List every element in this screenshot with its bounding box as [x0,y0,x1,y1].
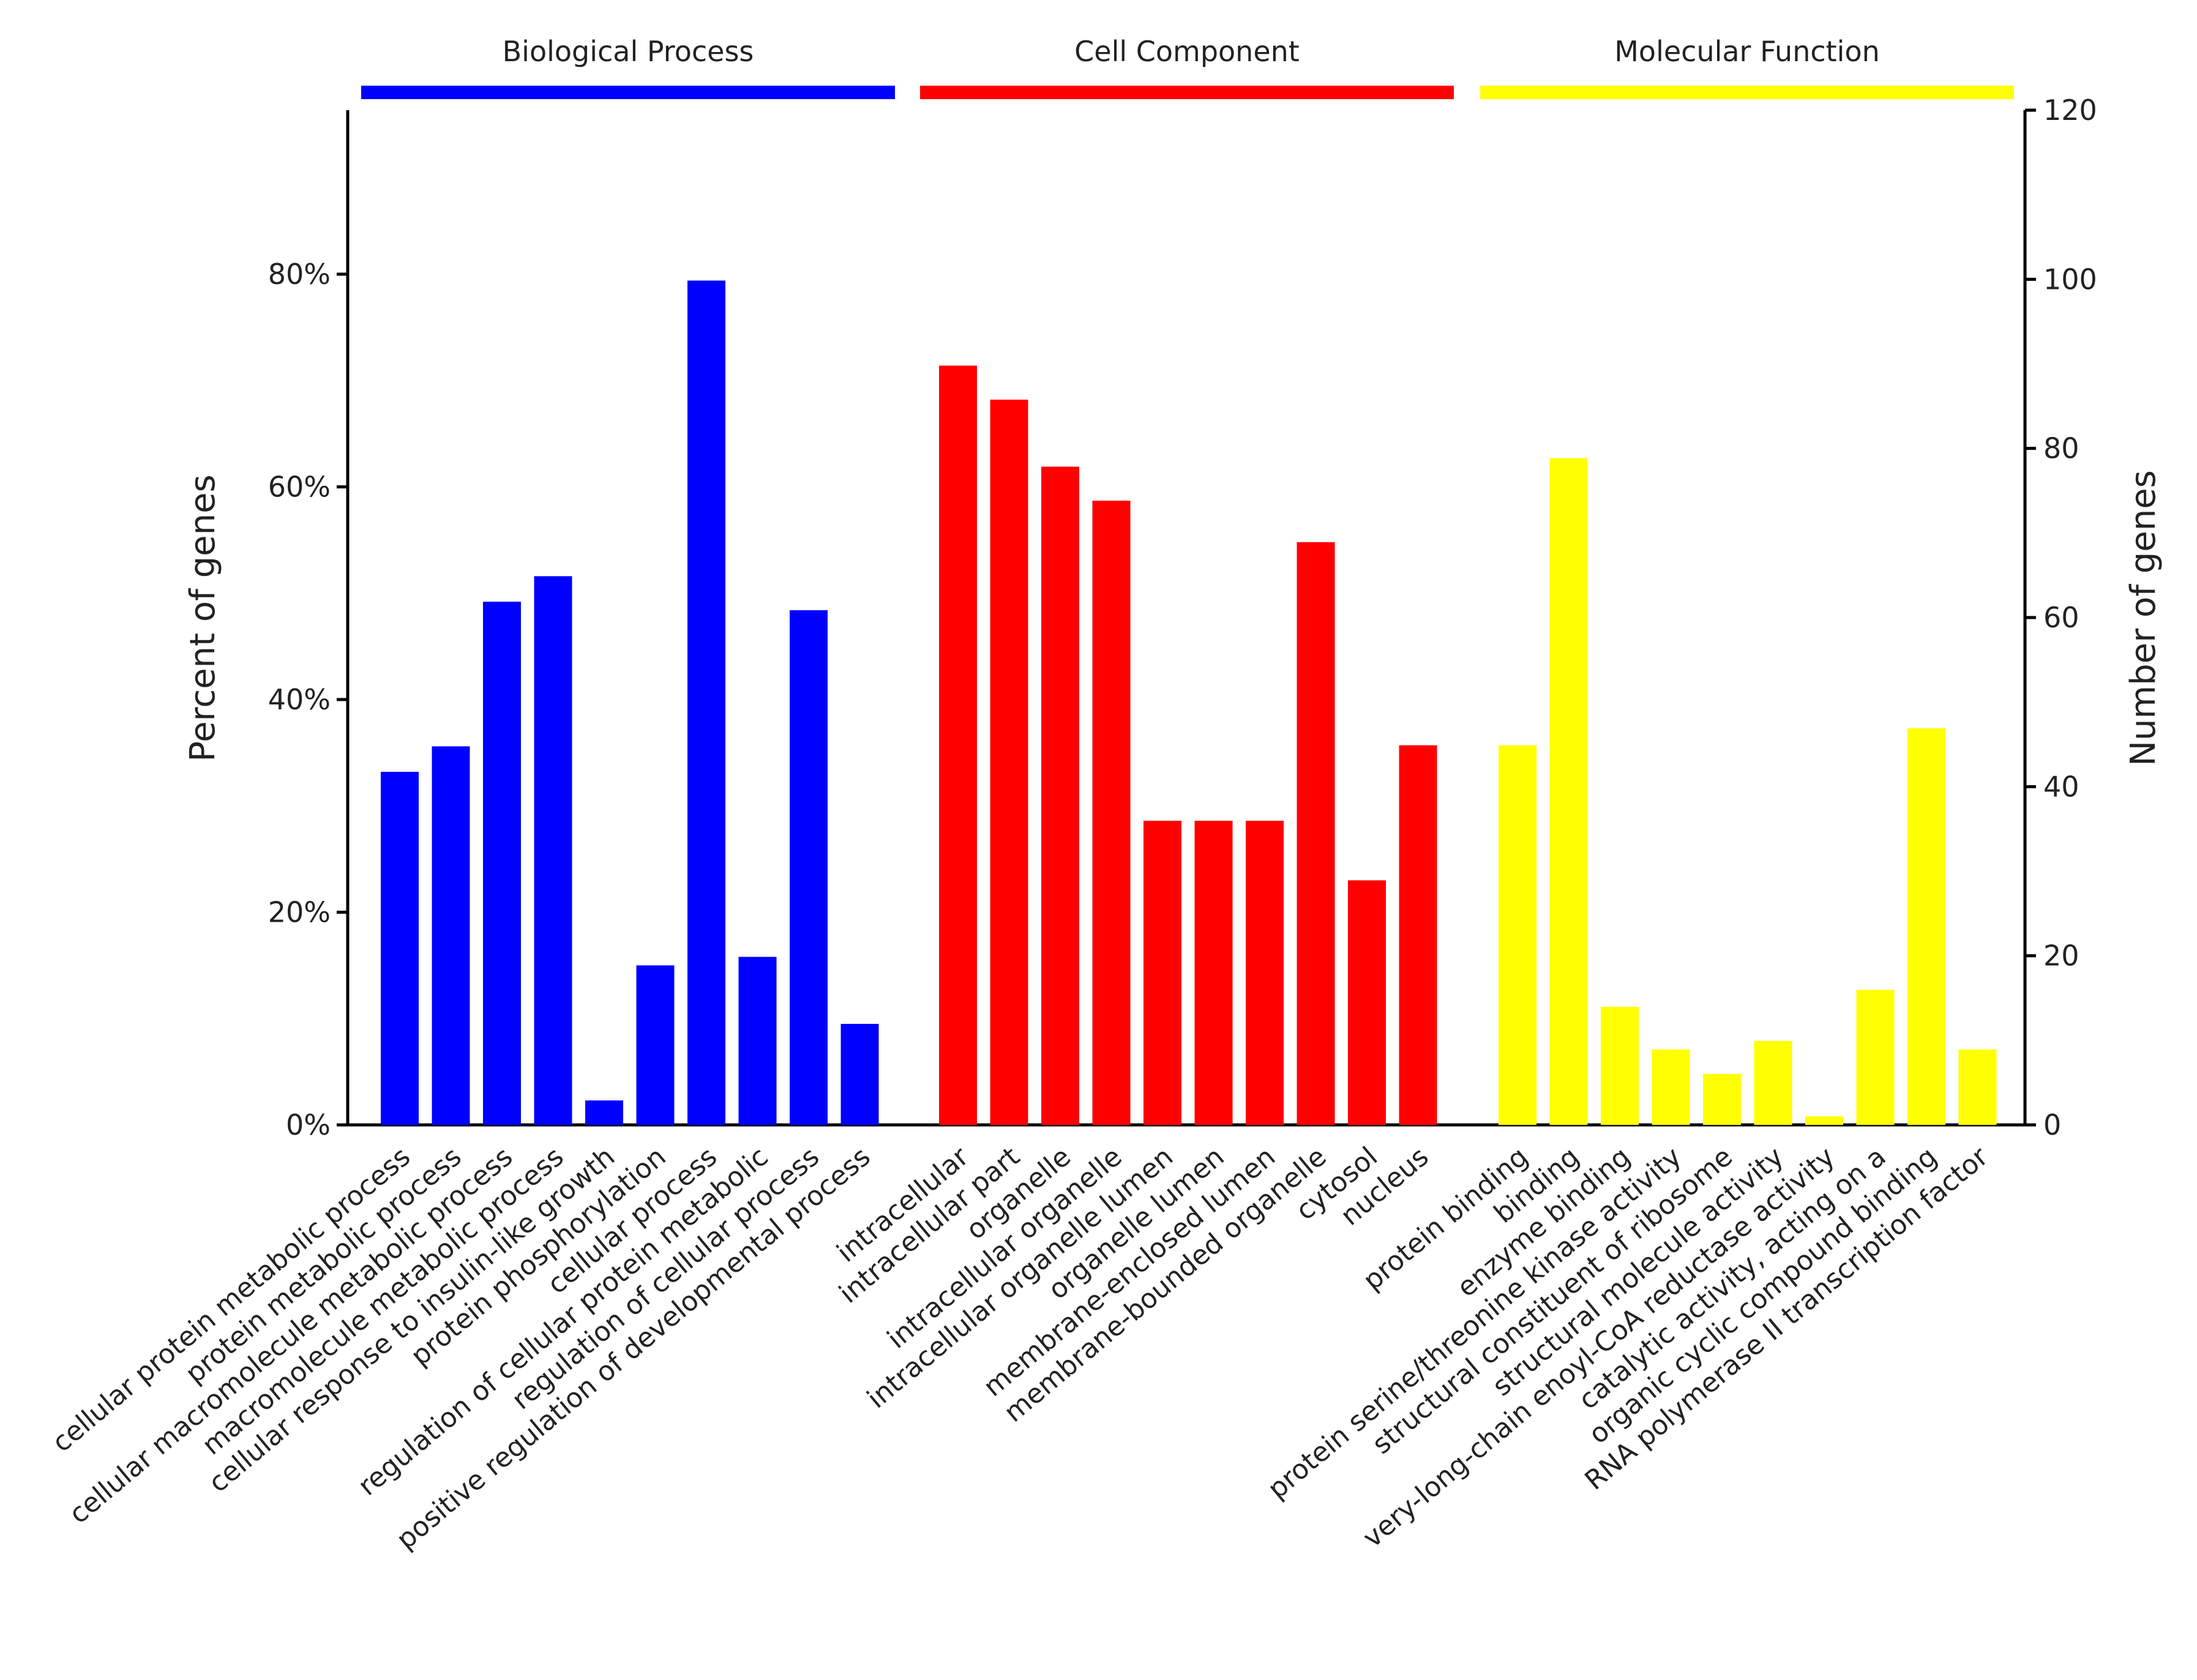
left-axis-title: Percent of genes [183,474,223,761]
bar-catalytic-activity-acting-on-a [1856,990,1895,1125]
bar-cellular-process [687,280,725,1125]
cell-component-group-label: Cell Component [1074,35,1300,68]
right-tick-label: 40 [2043,770,2079,803]
bar-membrane-bounded-organelle [1297,542,1335,1125]
left-tick-label: 20% [268,896,331,929]
biological-process-group-label: Biological Process [503,35,754,68]
molecular-function-group-label: Molecular Function [1614,35,1880,68]
bar-regulation-of-cellular-process [790,610,828,1125]
bar-regulation-of-cellular-protein-metabolic [738,957,777,1125]
right-axis-title: Number of genes [2124,470,2163,766]
category-labels-layer: cellular protein metabolic processprotei… [47,1141,1994,1556]
bar-enzyme-binding [1601,1007,1639,1125]
right-tick-label: 120 [2043,94,2097,127]
right-tick-label: 60 [2043,601,2079,634]
bar-intracellular [939,365,977,1125]
left-tick-label: 80% [268,258,331,291]
bar-membrane-enclosed-lumen [1246,821,1284,1125]
bar-nucleus [1399,745,1437,1125]
bars-layer [381,280,1997,1125]
bar-rna-polymerase-ii-transcription-factor [1958,1049,1997,1125]
right-tick-label: 100 [2043,263,2097,296]
bar-intracellular-organelle-lumen [1143,821,1181,1125]
bar-structural-molecule-activity [1754,1040,1792,1125]
bar-protein-phosphorylation [636,965,675,1125]
left-tick-label: 0% [286,1108,331,1141]
bar-intracellular-part [990,400,1028,1125]
bar-protein-binding [1499,745,1536,1125]
right-tick-label: 20 [2043,939,2079,973]
bar-organic-cyclic-compound-binding [1907,728,1945,1125]
biological-process-group-bar [361,86,895,99]
cell-component-group-bar [920,86,1454,99]
bar-protein-metabolic-process [432,746,470,1125]
left-tick-label: 40% [268,683,331,716]
bar-cellular-response-to-insulin-like-growth [585,1100,623,1125]
bar-protein-serine-threonine-kinase-activity [1652,1049,1690,1125]
bar-cytosol [1348,880,1386,1125]
bar-binding [1549,458,1588,1125]
bar-organelle-lumen [1194,821,1233,1125]
bar-macromolecule-metabolic-process [534,576,572,1125]
bar-structural-constituent-of-ribosome [1703,1073,1741,1125]
bar-cellular-protein-metabolic-process [381,772,419,1125]
left-tick-label: 60% [268,471,331,504]
bar-positive-regulation-of-developmental-process [840,1023,879,1125]
bar-intracellular-organelle [1092,501,1131,1125]
bar-cellular-macromolecule-metabolic-process [483,602,521,1125]
group-headers-layer: Biological Process Cell Component Molecula… [361,35,2014,99]
bar-organelle [1041,466,1079,1125]
right-tick-label: 80 [2043,432,2079,465]
axes-layer: 0% 20% 40% 60% 80% 0 20 40 60 80 100 120 Percent of … [183,94,2163,1141]
right-tick-label: 0 [2043,1108,2061,1141]
bar-very-long-chain-enoyl-coa-reductase-activity [1805,1116,1843,1125]
molecular-function-group-bar [1480,86,2014,99]
